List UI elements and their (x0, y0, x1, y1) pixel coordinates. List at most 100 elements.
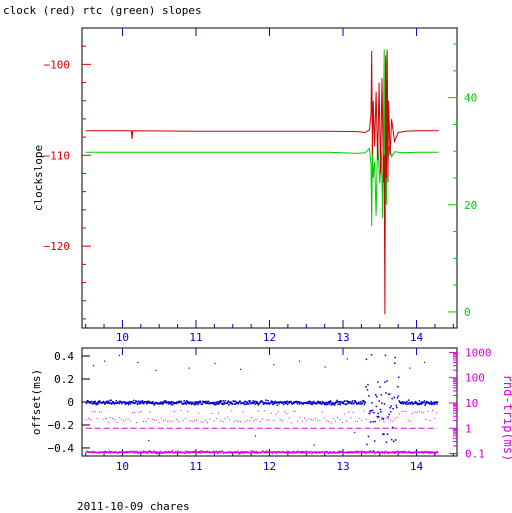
rndtrip-point (425, 450, 427, 453)
offset-point (266, 403, 268, 405)
offset-point (238, 402, 240, 404)
offset-point (222, 402, 224, 405)
rndtrip-point (432, 451, 434, 453)
rndtrip-point (308, 452, 310, 454)
rndtrip-point (169, 420, 171, 422)
offset-point (330, 401, 332, 403)
rndtrip-point (410, 452, 412, 454)
offset-point (329, 403, 331, 405)
rndtrip-point (199, 452, 202, 454)
rndtrip-point (105, 418, 107, 419)
rndtrip-point (339, 418, 341, 420)
offset-point (377, 412, 379, 415)
offset-point (202, 400, 204, 403)
rndtrip-point (168, 451, 170, 453)
offset-point (113, 402, 115, 404)
offset-point (209, 401, 211, 404)
offset-point (129, 402, 132, 405)
rndtrip-point (352, 411, 354, 413)
offset-point (204, 401, 206, 403)
offset-point (261, 400, 263, 403)
offset-point (321, 400, 324, 403)
offset-point (418, 403, 420, 405)
offset-point (307, 401, 309, 403)
offset-point (334, 402, 337, 405)
rndtrip-point (159, 451, 161, 453)
offset-point (414, 400, 417, 403)
rtc-tick-label: 20 (464, 199, 477, 212)
offset-point (265, 399, 267, 401)
rndtrip-point (284, 411, 286, 413)
rndtrip-point (268, 452, 270, 454)
rndtrip-point (357, 452, 359, 454)
offset-point (350, 403, 353, 405)
offset-point (288, 402, 290, 404)
offset-point (378, 400, 380, 402)
offset-point (159, 402, 162, 405)
rndtrip-point (229, 451, 232, 453)
rndtrip-point (155, 451, 157, 453)
offset-point (94, 400, 96, 403)
offset-point (282, 403, 285, 406)
offset-point (172, 401, 175, 403)
rndtrip-point (251, 452, 253, 454)
offset-point (253, 402, 255, 404)
offset-point (284, 402, 287, 405)
rndtrip-point (139, 452, 141, 454)
offset-point (388, 393, 391, 395)
offset-point (302, 403, 304, 405)
offset-point (426, 401, 428, 403)
rndtrip-point (275, 413, 277, 415)
offset-point (120, 402, 123, 404)
rndtrip-point (202, 421, 204, 423)
rndtrip-point (299, 451, 302, 453)
rndtrip-point (213, 420, 215, 422)
rndtrip-point (434, 418, 436, 420)
offset-point (223, 403, 225, 406)
rndtrip-point (140, 411, 142, 413)
offset-point (283, 402, 285, 404)
offset-point (363, 403, 366, 406)
rndtrip-point (143, 452, 145, 454)
offset-point (160, 403, 163, 405)
offset-point (388, 413, 390, 416)
rndtrip-point (251, 450, 253, 452)
offset-point (435, 401, 438, 404)
x-tick-label: 11 (189, 460, 202, 473)
rndtrip-point (362, 450, 364, 453)
rndtrip-point (286, 413, 288, 414)
offset-point (121, 402, 123, 405)
rndtrip-point (253, 420, 255, 421)
rndtrip-point (368, 412, 369, 414)
offset-point (254, 400, 256, 403)
rndtrip-point (277, 411, 279, 413)
rndtrip-point (215, 417, 217, 419)
offset-point (285, 401, 287, 403)
offset-point (288, 401, 290, 403)
offset-point (106, 401, 108, 403)
offset-point (133, 399, 135, 402)
offset-point (219, 400, 221, 402)
rndtrip-point (176, 418, 178, 420)
rndtrip-point (326, 451, 329, 453)
rndtrip-point (251, 417, 253, 419)
offset-point (364, 402, 366, 404)
offset-point (276, 404, 279, 407)
offset-point (331, 403, 333, 405)
offset-point (196, 403, 198, 405)
offset-point (398, 376, 400, 379)
rndtrip-point (321, 411, 323, 413)
offset-outlier (346, 358, 348, 360)
offset-point (252, 400, 254, 402)
offset-point (193, 403, 195, 405)
offset-point (379, 386, 381, 388)
offset-point (318, 402, 321, 405)
rndtrip-point (396, 416, 398, 418)
offset-point (115, 400, 117, 402)
rtc-tick-label: 40 (464, 92, 477, 105)
offset-point (429, 403, 431, 405)
rndtrip-point (246, 419, 248, 421)
offset-outlier (254, 435, 256, 437)
rndtrip-point (149, 411, 151, 413)
offset-point (336, 401, 339, 403)
